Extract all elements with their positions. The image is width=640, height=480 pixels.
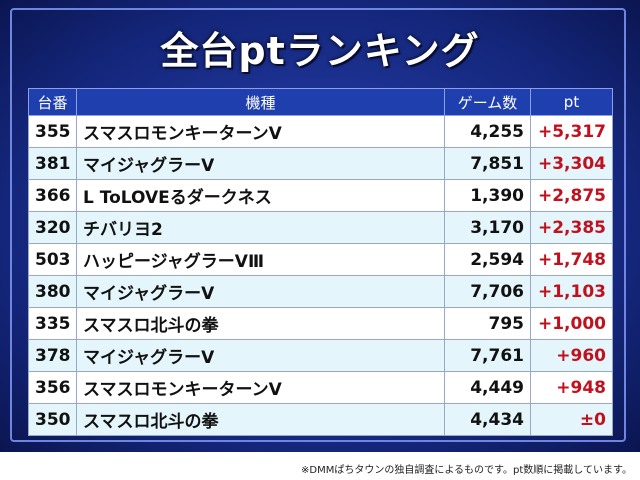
machine-name: マイジャグラーV xyxy=(76,339,445,372)
game-count: 7,706 xyxy=(444,275,531,308)
machine-number: 378 xyxy=(28,339,77,372)
table-row: 366 L ToLOVEるダークネス 1,390 +2,875 xyxy=(28,179,613,212)
frame: 全台ptランキング 台番 機種 ゲーム数 pt 355 スマスロモンキーターンV 4,25… xyxy=(0,0,640,452)
machine-number: 503 xyxy=(28,243,77,276)
points: +1,000 xyxy=(530,307,613,340)
title: 全台ptランキング xyxy=(160,29,480,73)
game-count: 7,761 xyxy=(444,339,531,372)
footnote: ※DMMぱちタウンの独自調査によるものです。pt数順に掲載しています。 xyxy=(300,465,632,476)
table-row: 378 マイジャグラーV 7,761 +960 xyxy=(28,339,613,372)
machine-name: マイジャグラーV xyxy=(76,147,445,180)
points: +1,103 xyxy=(530,275,613,308)
game-count: 4,449 xyxy=(444,371,531,404)
points: +3,304 xyxy=(530,147,613,180)
machine-number: 356 xyxy=(28,371,77,404)
points: +948 xyxy=(530,371,613,404)
column-header: 台番 xyxy=(28,88,77,116)
points: ±0 xyxy=(530,403,613,436)
table-row: 320 チバリヨ2 3,170 +2,385 xyxy=(28,211,613,244)
game-count: 7,851 xyxy=(444,147,531,180)
machine-name: L ToLOVEるダークネス xyxy=(76,179,445,212)
machine-name: ハッピージャグラーVⅢ xyxy=(76,243,445,276)
game-count: 4,255 xyxy=(444,115,531,148)
machine-number: 350 xyxy=(28,403,77,436)
game-count: 1,390 xyxy=(444,179,531,212)
machine-name: マイジャグラーV xyxy=(76,275,445,308)
table-row: 380 マイジャグラーV 7,706 +1,103 xyxy=(28,275,613,308)
machine-name: スマスロ北斗の拳 xyxy=(76,403,445,436)
header-row: 台番 機種 ゲーム数 pt xyxy=(28,88,613,116)
game-count: 4,434 xyxy=(444,403,531,436)
machine-name: スマスロモンキーターンV xyxy=(76,371,445,404)
machine-number: 320 xyxy=(28,211,77,244)
table-body: 355 スマスロモンキーターンV 4,255 +5,317 381 マイジャグラーV 7,8… xyxy=(28,115,613,436)
table-row: 503 ハッピージャグラーVⅢ 2,594 +1,748 xyxy=(28,243,613,276)
machine-number: 380 xyxy=(28,275,77,308)
points: +2,385 xyxy=(530,211,613,244)
table-row: 355 スマスロモンキーターンV 4,255 +5,317 xyxy=(28,115,613,148)
ranking-table: 台番 機種 ゲーム数 pt 355 スマスロモンキーターンV 4,255 +5,317 381… xyxy=(28,88,613,436)
machine-name: チバリヨ2 xyxy=(76,211,445,244)
points: +1,748 xyxy=(530,243,613,276)
column-header: 機種 xyxy=(76,88,445,116)
machine-number: 366 xyxy=(28,179,77,212)
machine-name: スマスロモンキーターンV xyxy=(76,115,445,148)
game-count: 2,594 xyxy=(444,243,531,276)
table-row: 335 スマスロ北斗の拳 795 +1,000 xyxy=(28,307,613,340)
column-header: ゲーム数 xyxy=(444,88,531,116)
machine-number: 355 xyxy=(28,115,77,148)
game-count: 3,170 xyxy=(444,211,531,244)
machine-name: スマスロ北斗の拳 xyxy=(76,307,445,340)
points: +5,317 xyxy=(530,115,613,148)
table-row: 350 スマスロ北斗の拳 4,434 ±0 xyxy=(28,403,613,436)
table-row: 381 マイジャグラーV 7,851 +3,304 xyxy=(28,147,613,180)
game-count: 795 xyxy=(444,307,531,340)
points: +960 xyxy=(530,339,613,372)
points: +2,875 xyxy=(530,179,613,212)
column-header: pt xyxy=(530,88,613,116)
machine-number: 381 xyxy=(28,147,77,180)
table-row: 356 スマスロモンキーターンV 4,449 +948 xyxy=(28,371,613,404)
machine-number: 335 xyxy=(28,307,77,340)
frame-border xyxy=(10,8,626,442)
